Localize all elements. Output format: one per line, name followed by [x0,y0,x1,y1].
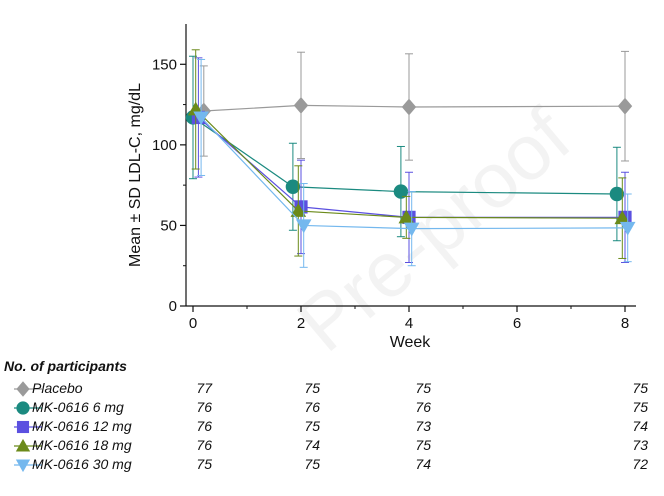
legend-symbol [14,459,42,473]
participants-count: 76 [304,399,320,415]
participants-count: 73 [415,418,431,434]
x-tick-label: 4 [405,315,413,332]
participants-count: 75 [632,399,648,415]
participants-count: 75 [304,418,320,434]
series-line [192,116,617,195]
x-tick-label: 2 [297,315,305,332]
data-point [193,111,209,126]
participants-group-name: Placebo [32,380,83,396]
participants-row: MK-0616 12 mg 76 75 73 74 [0,418,664,437]
participants-count: 74 [415,456,431,472]
x-axis-title: Week [390,334,432,351]
x-tick-label: 0 [189,315,197,332]
legend-marker [16,401,30,415]
series-3 [187,49,631,259]
participants-row: MK-0616 6 mg 76 76 76 75 [0,399,664,418]
data-point [401,98,417,116]
data-point [293,96,309,114]
participants-count: 74 [632,418,648,434]
participants-count: 72 [632,456,648,472]
participants-count: 77 [196,380,212,396]
legend-symbol [14,438,42,452]
data-point [285,179,301,194]
participants-count: 76 [415,399,431,415]
data-point [290,203,307,217]
data-point [619,221,636,236]
y-tick-label: 0 [169,298,177,315]
data-point [609,186,625,202]
x-tick-label: 6 [513,315,521,332]
participants-group-name: MK-0616 12 mg [32,418,132,434]
participants-count: 75 [196,456,212,472]
participants-row: Placebo 77 75 75 75 [0,380,664,399]
participants-count: 76 [196,399,212,415]
participants-row: MK-0616 30 mg 75 75 74 72 [0,456,664,475]
data-point [403,222,420,237]
legend-symbol [14,381,42,397]
data-point [393,184,409,199]
legend-marker [15,459,31,473]
data-point [295,219,312,234]
participants-count: 75 [415,380,431,396]
participants-group-name: MK-0616 18 mg [32,437,132,453]
data-point [617,97,633,115]
series-4 [193,58,636,268]
data-point [398,209,415,224]
participants-count: 75 [304,380,320,396]
participants-count: 75 [632,380,648,396]
participants-count: 76 [196,437,212,453]
data-point [614,210,631,225]
participants-count: 75 [304,456,320,472]
y-tick-label: 150 [152,56,177,73]
participants-group-name: MK-0616 6 mg [32,399,124,415]
series-line [200,117,628,230]
series-line [195,108,623,219]
legend-symbol [14,420,42,434]
participants-group-name: MK-0616 30 mg [32,456,132,472]
y-tick-label: 100 [152,137,177,154]
participants-count: 74 [304,437,320,453]
legend-marker [16,420,30,434]
y-axis-title: Mean ± SD LDL-C, mg/dL [127,83,144,267]
participants-count: 75 [415,437,431,453]
participants-count: 73 [632,437,648,453]
series-line [203,104,626,112]
legend-marker [15,438,31,452]
legend-marker [16,381,30,397]
series-0 [196,50,633,162]
participants-count: 76 [196,418,212,434]
participants-title: No. of participants [4,358,127,374]
participants-row: MK-0616 18 mg 76 74 75 73 [0,437,664,456]
line-chart: 0 50 100 150 0 2 4 6 8 Week Mean ± SD LDL-C, mg/dL [127,24,636,351]
legend-symbol [14,401,42,415]
y-tick-label: 50 [160,217,177,234]
x-tick-label: 8 [621,315,629,332]
